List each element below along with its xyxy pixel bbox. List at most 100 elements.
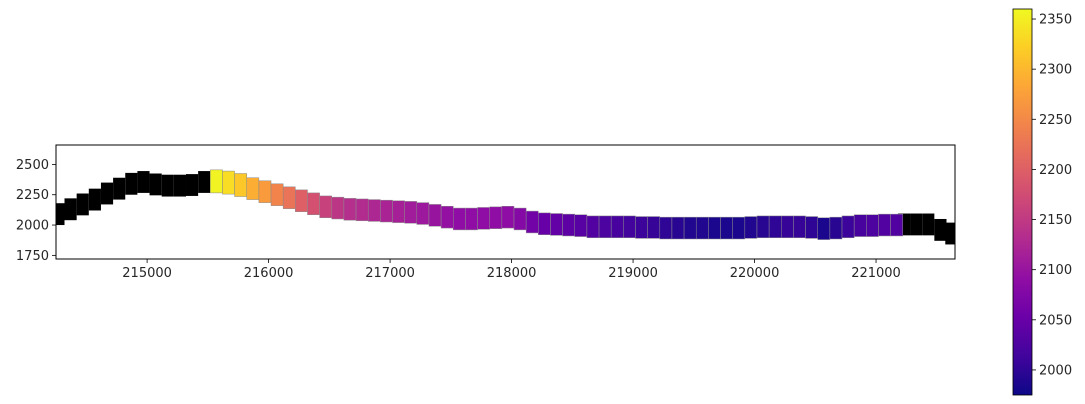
colorbar-tick-label: 2050 — [1039, 313, 1072, 328]
channel-segment — [756, 215, 770, 239]
channel-segment — [440, 205, 454, 229]
channel-segment — [610, 215, 624, 239]
channel-segment — [270, 183, 284, 206]
channel-segment — [380, 199, 393, 223]
channel-segment — [246, 177, 260, 200]
channel-segment — [331, 196, 345, 220]
masked-segment — [945, 222, 955, 245]
channel-segment — [878, 213, 891, 237]
channel-segment — [805, 216, 818, 239]
x-tick-label: 217000 — [365, 266, 415, 281]
channel-segment — [501, 205, 515, 229]
colorbar-tick-label: 2200 — [1039, 163, 1072, 178]
x-tick-label: 216000 — [244, 266, 294, 281]
channel-segment — [744, 216, 758, 239]
channel-segment — [598, 215, 612, 239]
masked-segment — [922, 213, 935, 236]
channel-segment — [781, 215, 794, 239]
channel-segment — [234, 173, 247, 197]
channel-segment — [841, 215, 855, 239]
channel-segment — [793, 215, 806, 239]
masked-segment — [56, 203, 65, 226]
y-tick-label: 1750 — [16, 249, 49, 264]
channel-segment — [708, 216, 721, 240]
channel-segment — [404, 201, 418, 224]
channel-segment — [295, 189, 308, 212]
channel-segment — [465, 207, 478, 231]
channel-segment — [550, 213, 563, 236]
channel-segment — [853, 214, 867, 237]
channel-segment — [768, 215, 782, 239]
colorbar-tick-label: 2350 — [1039, 13, 1072, 28]
x-axis: 215000 216000 217000 218000 219000 220000 2210… — [122, 259, 901, 281]
channel-segment — [489, 206, 503, 229]
colorbar-tick-label: 2000 — [1039, 363, 1072, 378]
channel-segment — [428, 204, 442, 227]
plot-area: 215000 216000 217000 218000 219000 220000 2210… — [16, 144, 956, 281]
channel-segment — [538, 212, 551, 235]
colorbar: 2000 2050 2100 2150 2200 2250 2300 2350 — [1012, 8, 1072, 396]
channel-segment — [525, 210, 539, 234]
axes-frame — [55, 144, 956, 260]
masked-segment — [198, 171, 211, 193]
channel-segment — [623, 215, 636, 239]
channel-segment — [222, 170, 235, 195]
channel-segment — [416, 202, 430, 225]
channel-segment — [866, 214, 879, 237]
channel-segment — [635, 216, 648, 239]
channel-segment — [513, 207, 527, 231]
x-tick-label: 221000 — [851, 266, 901, 281]
x-tick-label: 218000 — [487, 266, 537, 281]
channel-segment — [258, 180, 272, 203]
masked-segment — [910, 213, 923, 236]
channel-segment — [659, 216, 673, 240]
channel-segment — [890, 213, 904, 237]
masked-segment — [88, 188, 101, 211]
channel-segment — [695, 216, 709, 240]
channel-segment — [343, 198, 357, 221]
channel-segment — [477, 207, 490, 230]
channel-segment — [574, 214, 588, 237]
masked-segment — [185, 174, 199, 196]
masked-segment — [137, 171, 150, 193]
channel-segment — [647, 216, 661, 239]
x-tick-label: 220000 — [730, 266, 780, 281]
channel-segments — [56, 169, 955, 245]
masked-segment — [64, 198, 77, 221]
channel-segment — [671, 216, 685, 240]
channel-segment — [732, 216, 746, 240]
colorbar-tick-label: 2150 — [1039, 213, 1072, 228]
colorbar-tick-label: 2300 — [1039, 63, 1072, 78]
y-tick-label: 2000 — [16, 219, 49, 234]
masked-segment — [149, 173, 162, 196]
channel-segment — [683, 216, 697, 240]
masked-segment — [125, 172, 138, 195]
colorbar-gradient — [1012, 8, 1033, 396]
colorbar-tick-label: 2250 — [1039, 113, 1072, 128]
channel-segment — [829, 216, 843, 240]
channel-segment — [392, 200, 405, 223]
colorbar-ticks: 2000 2050 2100 2150 2200 2250 2300 2350 — [1032, 13, 1072, 378]
channel-segment — [453, 207, 466, 231]
channel-segment — [307, 192, 320, 215]
channel-segment — [319, 195, 333, 219]
colorbar-tick-label: 2100 — [1039, 263, 1072, 278]
channel-segment — [586, 215, 600, 239]
y-tick-label: 2250 — [16, 188, 49, 203]
masked-segment — [173, 174, 186, 197]
channel-segment — [367, 199, 381, 222]
masked-segment — [100, 182, 114, 205]
channel-segment — [210, 169, 223, 194]
channel-segment — [817, 217, 831, 240]
y-axis: 1750 2000 2250 2500 — [16, 158, 56, 264]
channel-segment — [562, 213, 575, 237]
channel-segment — [720, 216, 733, 240]
masked-segment — [76, 193, 89, 216]
masked-segment — [934, 218, 947, 241]
x-tick-label: 219000 — [608, 266, 658, 281]
y-tick-label: 2500 — [16, 158, 49, 173]
masked-segment — [161, 174, 174, 197]
masked-segment — [113, 177, 126, 200]
channel-segment — [282, 186, 296, 209]
